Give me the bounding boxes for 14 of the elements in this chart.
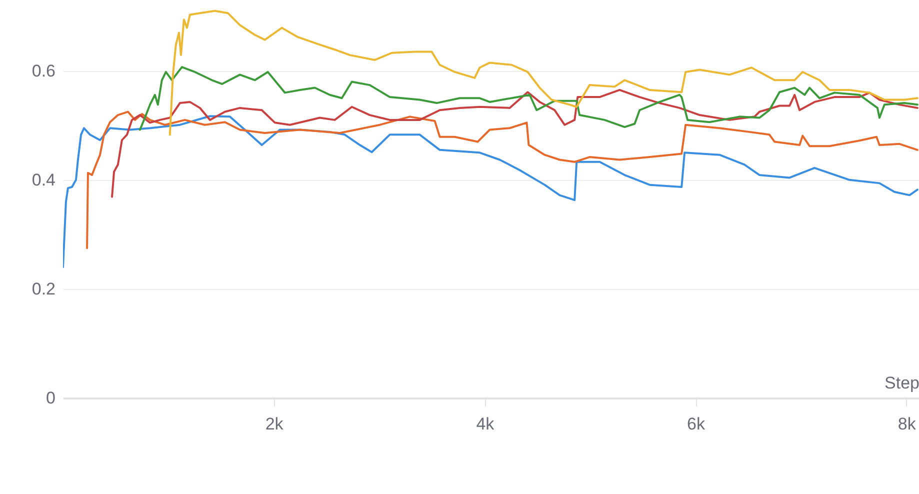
x-tick-label: 2k: [265, 414, 284, 434]
y-tick-label: 0.6: [32, 61, 56, 80]
y-tick-label: 0.2: [32, 279, 56, 298]
line-series: [86, 110, 918, 250]
line-series: [168, 10, 918, 136]
line-series: [63, 115, 918, 268]
line-series: [138, 66, 918, 131]
y-tick-label: 0.4: [32, 170, 56, 190]
line-series: [111, 88, 918, 198]
x-tick-label: 8k: [898, 414, 916, 434]
x-tick-label: 6k: [687, 414, 706, 434]
y-tick-label: 0: [46, 388, 56, 408]
x-axis-title: Step: [884, 374, 919, 392]
x-tick-label: 4k: [476, 414, 495, 434]
